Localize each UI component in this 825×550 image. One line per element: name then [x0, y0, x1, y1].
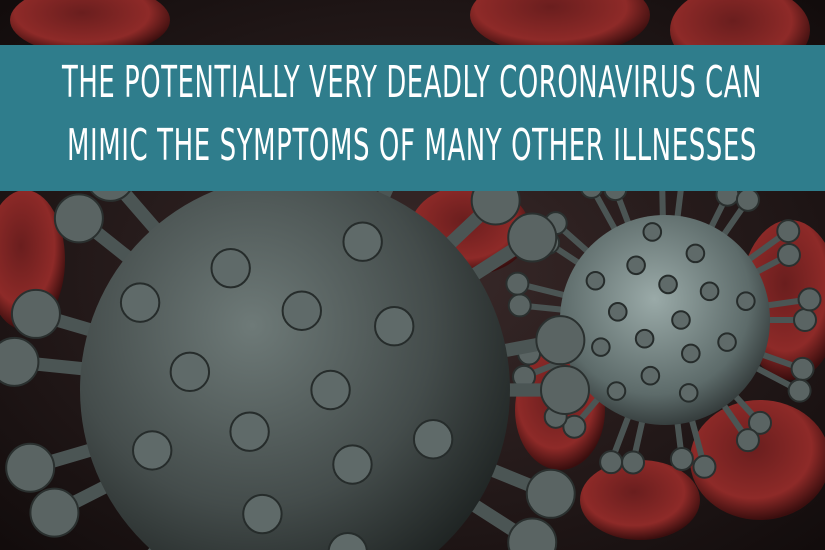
spike-head [540, 365, 590, 415]
spike-head [599, 450, 624, 475]
surface-spike [699, 281, 720, 302]
surface-spike [678, 383, 699, 403]
spike-head [5, 442, 56, 493]
banner [0, 45, 825, 191]
surface-spike [642, 222, 663, 242]
spike-head [747, 410, 772, 435]
spike-head [10, 288, 61, 339]
surface-spike [374, 306, 415, 347]
surface-spike [342, 221, 383, 262]
surface-spike [681, 343, 701, 364]
spike-head [621, 450, 646, 475]
virus-body [80, 175, 510, 550]
spike-head [776, 219, 801, 244]
surface-spike [281, 290, 323, 331]
spike-head [507, 212, 558, 263]
spike-head [797, 287, 822, 312]
surface-spike [671, 310, 691, 330]
spike-head [735, 428, 760, 453]
surface-spike [658, 274, 678, 295]
spike-head [790, 356, 815, 381]
spike-head [562, 414, 587, 439]
spike-head [669, 446, 694, 471]
surface-spike [585, 270, 606, 291]
surface-spike [412, 419, 454, 460]
spike-head [507, 517, 558, 550]
surface-spike [626, 255, 646, 276]
spike-head [793, 308, 817, 332]
surface-spike [310, 369, 351, 411]
spike-head [0, 336, 40, 387]
surface-spike [591, 337, 611, 357]
small-virus [505, 157, 822, 479]
surface-spike [242, 493, 283, 535]
spike-head [776, 242, 801, 267]
surface-spike [606, 381, 627, 401]
surface-spike [132, 430, 173, 471]
spike-head [29, 487, 80, 538]
spike-head [735, 187, 760, 212]
virus-body [560, 215, 770, 425]
spike-head [535, 315, 586, 366]
surface-spike [119, 282, 161, 323]
surface-spike [169, 351, 211, 393]
spike-head [53, 193, 104, 244]
spike-head [692, 454, 717, 479]
surface-spike [634, 328, 655, 349]
spike-head [507, 293, 532, 318]
surface-spike [640, 365, 661, 386]
surface-spike [685, 243, 706, 264]
surface-spike [717, 332, 737, 352]
surface-spike [332, 444, 373, 485]
spike-head [505, 271, 530, 296]
surface-spike [327, 532, 368, 550]
surface-spike [210, 247, 251, 289]
surface-spike [607, 302, 628, 322]
surface-spike [736, 291, 756, 311]
spike-head [525, 468, 576, 519]
banner-line: MIMIC THE SYMPTOMS OF MANY OTHER ILLNESS… [67, 120, 757, 171]
surface-spike [229, 411, 270, 452]
spike-head [787, 378, 812, 403]
banner-line: THE POTENTIALLY VERY DEADLY CORONAVIRUS … [61, 57, 762, 108]
